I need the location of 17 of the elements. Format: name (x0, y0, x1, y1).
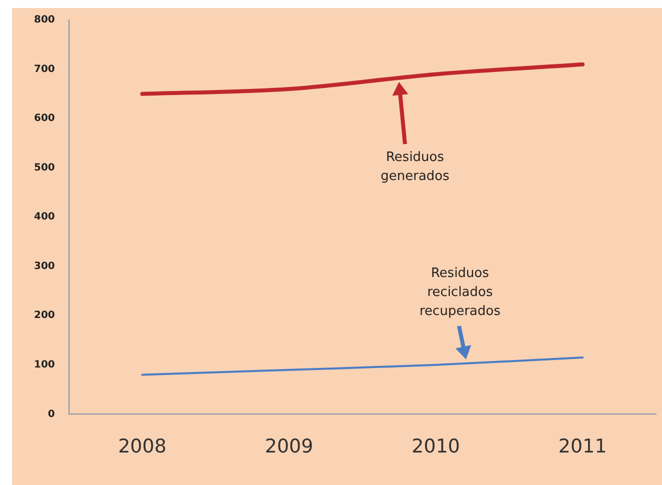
x-tick-label: 2008 (118, 436, 166, 458)
annotation: Residuos reciclados recuperados (418, 265, 502, 321)
y-tick-label: 700 (34, 64, 55, 75)
y-tick-label: 100 (34, 360, 55, 371)
y-tick-label: 0 (48, 408, 55, 420)
x-tick-label: 2009 (264, 436, 314, 458)
x-tick-label: 2011 (558, 436, 607, 458)
y-tick-label: 600 (34, 113, 55, 124)
annotation: Residuos generados (380, 149, 450, 186)
y-tick-label: 800 (34, 14, 55, 26)
y-tick-label: 200 (34, 310, 55, 322)
y-tick-label: 400 (34, 212, 55, 223)
y-tick-label: 300 (34, 260, 55, 272)
x-tick-label: 2010 (412, 436, 460, 458)
y-tick-label: 500 (34, 162, 55, 174)
line-series (141, 356, 584, 376)
line-series (140, 62, 585, 96)
